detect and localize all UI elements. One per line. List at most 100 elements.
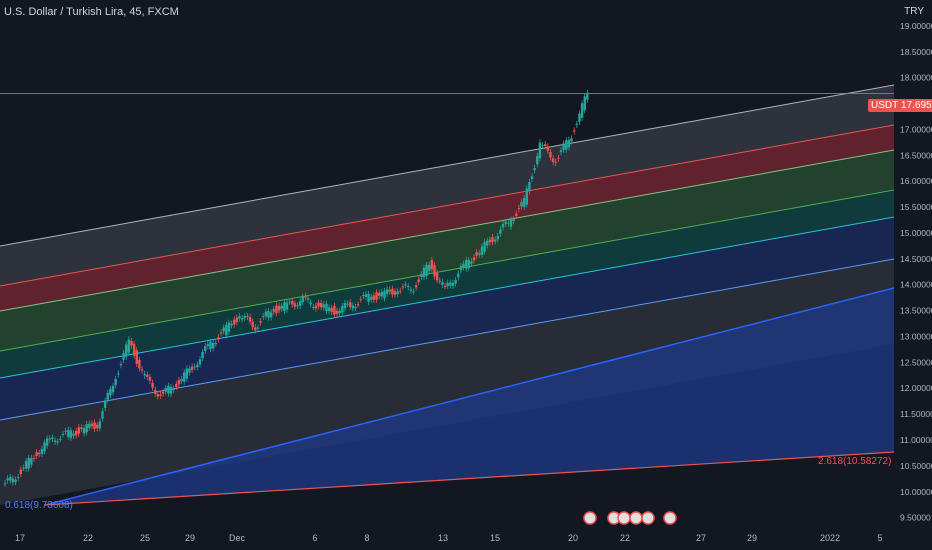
candle-body <box>525 188 528 205</box>
candle-body <box>565 140 568 150</box>
fib-line <box>0 149 895 312</box>
candle-body <box>14 479 17 483</box>
candle-body <box>43 442 46 452</box>
fib-lower-line <box>44 287 895 506</box>
symbol-title: U.S. Dollar / Turkish Lira, 45, FXCM <box>4 6 179 18</box>
candle-body <box>501 223 505 228</box>
candle-body <box>380 291 384 297</box>
candle-body <box>391 288 394 295</box>
candle-body <box>30 457 33 465</box>
candle-body <box>557 157 560 159</box>
candle-body <box>509 219 513 227</box>
candle-body <box>341 306 344 313</box>
candle-body <box>188 368 191 373</box>
candle-body <box>285 302 289 310</box>
candle-body <box>504 221 507 224</box>
candle-body <box>536 155 539 165</box>
candle-body <box>483 241 486 252</box>
candle-body <box>291 300 294 305</box>
candle-body <box>538 142 542 159</box>
y-tick-label: 11.50000 <box>900 409 932 419</box>
fib-band-blue <box>0 217 894 420</box>
candle-body <box>586 92 589 100</box>
candle-body <box>404 284 407 286</box>
candle-body <box>259 321 262 323</box>
candle-body <box>156 394 160 397</box>
candle-body <box>399 290 402 292</box>
y-tick-label: 9.50000 <box>900 513 931 523</box>
candle-body <box>459 266 463 271</box>
candle-body <box>106 392 109 400</box>
candle-body <box>420 274 423 278</box>
fib-upper-label: 2.618(10.58272) <box>818 456 892 467</box>
candle-body <box>11 478 15 483</box>
candle-body <box>177 380 181 385</box>
candle-body <box>428 264 431 271</box>
candle-body <box>172 388 175 390</box>
candle-body <box>127 339 131 353</box>
candle-body <box>277 305 281 311</box>
candle-body <box>64 430 67 432</box>
fib-lower-red-line <box>44 451 895 506</box>
candle-body <box>559 150 563 153</box>
fib-line <box>0 216 895 379</box>
last-price-tag: 17.69520 <box>898 99 932 112</box>
candle-body <box>27 457 30 469</box>
y-tick-label: 16.00000 <box>900 176 932 186</box>
candle-body <box>570 138 573 142</box>
candle-body <box>88 423 91 428</box>
candle-body <box>298 300 302 306</box>
candle-body <box>301 296 304 303</box>
candle-body <box>74 431 78 436</box>
candle-body <box>32 457 36 459</box>
candle-body <box>293 303 297 307</box>
x-tick-label: 17 <box>15 533 25 543</box>
candle-body <box>475 252 478 256</box>
candle-body <box>412 291 415 293</box>
candle-body <box>530 176 534 179</box>
candle-body <box>480 246 484 255</box>
fib-band-gray-bottom <box>0 259 894 505</box>
candle-body <box>338 310 341 314</box>
candle-body <box>161 391 165 394</box>
candle-body <box>206 344 210 347</box>
y-tick-label: 14.50000 <box>900 254 932 264</box>
candle-body <box>119 364 123 366</box>
x-tick-label: 8 <box>364 533 369 543</box>
candle-body <box>72 433 75 436</box>
candle-body <box>38 452 41 455</box>
candle-body <box>320 302 323 308</box>
candle-body <box>306 298 310 300</box>
candle-body <box>406 286 410 288</box>
candle-body <box>393 291 397 295</box>
candle-body <box>417 279 420 283</box>
candle-body <box>567 139 571 148</box>
candle-body <box>59 438 62 440</box>
fib-line <box>0 189 895 352</box>
flag-icon <box>617 511 631 525</box>
candle-body <box>85 424 88 433</box>
candle-body <box>9 476 12 481</box>
candle-body <box>211 342 215 349</box>
candle-body <box>109 388 112 396</box>
fib-band-gray-top <box>0 85 894 286</box>
y-tick-label: 12.50000 <box>900 357 932 367</box>
candle-body <box>454 279 457 284</box>
candle-body <box>67 429 70 437</box>
y-tick-label: 12.00000 <box>900 383 932 393</box>
y-tick-label: 15.00000 <box>900 228 932 238</box>
candle-body <box>159 394 162 396</box>
candle-body <box>114 378 117 386</box>
candle-body <box>151 382 154 388</box>
candle-body <box>180 378 183 382</box>
candle-body <box>80 427 83 430</box>
candle-body <box>515 213 518 216</box>
last-price-label: 17.69520 <box>901 100 932 111</box>
y-tick-label: 13.00000 <box>900 331 932 341</box>
x-tick-label: Dec <box>229 533 246 543</box>
y-tick-label: 18.00000 <box>900 73 932 83</box>
candle-body <box>488 239 492 243</box>
candle-body <box>446 282 449 287</box>
candle-body <box>154 389 157 394</box>
